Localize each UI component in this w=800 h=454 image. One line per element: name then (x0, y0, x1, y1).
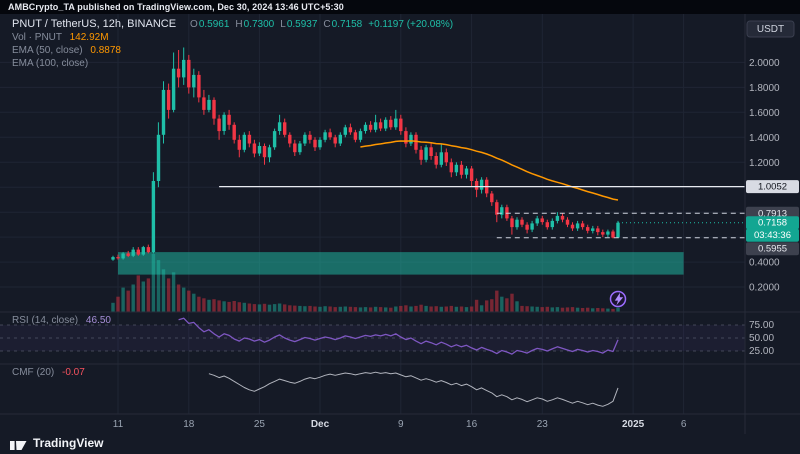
close-value: 0.7158 (331, 19, 363, 30)
volume-legend[interactable]: Vol · PNUT 142.92M (12, 32, 109, 43)
tradingview-wordmark: TradingView (33, 436, 104, 450)
volume-label: Vol · PNUT (12, 32, 62, 43)
open-value: 0.5961 (198, 19, 230, 30)
price-tick-label: 1.4000 (749, 133, 780, 144)
rsi-value: 46.50 (85, 315, 111, 326)
pane-separators (0, 14, 800, 434)
price-badge[interactable] (746, 228, 799, 242)
cmf-value: -0.07 (62, 367, 85, 378)
volume-value: 142.92M (69, 32, 109, 43)
price-levels (219, 186, 745, 239)
price-tick-label: 1.2000 (749, 158, 780, 169)
cmf-label: CMF (20) (12, 367, 55, 378)
symbol-title: PNUT / TetherUS, 12h, BINANCE (12, 18, 177, 30)
price-badge-label: 03:43:36 (754, 230, 791, 241)
low-label: L (280, 19, 286, 30)
cmf-legend[interactable]: CMF (20) -0.07 (12, 367, 85, 378)
time-tick-label: 16 (466, 419, 478, 430)
time-tick-label: 25 (254, 419, 266, 430)
currency-label: USDT (757, 24, 784, 35)
price-badge-label: 1.0052 (758, 182, 787, 193)
price-tick-label: 2.0000 (749, 58, 780, 69)
highlight-zone (118, 252, 684, 275)
rsi-tick-label: 50.00 (749, 333, 774, 344)
ema50-value: 0.8878 (90, 45, 121, 56)
price-badge-label: 0.5955 (758, 244, 787, 255)
ema-line (360, 140, 619, 201)
price-badge[interactable] (746, 180, 799, 194)
price-badge[interactable] (746, 216, 799, 230)
rsi-label: RSI (14, close) (12, 315, 79, 326)
candles-layer (111, 47, 620, 261)
high-label: H (235, 19, 243, 30)
close-label: C (323, 19, 331, 30)
time-tick-label: 18 (183, 419, 195, 430)
price-badge-label: 0.7158 (758, 218, 787, 229)
high-value: 0.7300 (243, 19, 275, 30)
grid-layer (0, 14, 745, 414)
symbol-legend[interactable]: PNUT / TetherUS, 12h, BINANCE O0.5961 H0.7… (12, 18, 453, 30)
time-tick-label: 2025 (622, 419, 645, 430)
rsi-tick-label: 25.00 (749, 346, 774, 357)
volume-layer (111, 254, 620, 312)
time-tick-label: 23 (537, 419, 549, 430)
change-value: +0.1197 (+20.08%) (368, 19, 454, 30)
price-tick-label: 1.8000 (749, 83, 780, 94)
low-value: 0.5937 (286, 19, 318, 30)
lightning-badge-icon[interactable] (609, 290, 627, 308)
price-badge-label: 0.7913 (758, 208, 787, 219)
credit-text: AMBCrypto_TA published on TradingView.co… (8, 2, 344, 12)
time-tick-label: 6 (681, 419, 687, 430)
ema100-legend[interactable]: EMA (100, close) (12, 58, 93, 69)
credit-bar: AMBCrypto_TA published on TradingView.co… (0, 0, 800, 14)
time-tick-label: 11 (113, 419, 124, 430)
ema50-legend[interactable]: EMA (50, close) 0.8878 (12, 45, 121, 56)
price-tick-label: 1.6000 (749, 108, 780, 119)
rsi-legend[interactable]: RSI (14, close) 46.50 (12, 315, 111, 326)
price-tick-label: 0.2000 (749, 283, 780, 294)
rsi-tick-label: 75.00 (749, 320, 774, 331)
currency-button[interactable] (746, 20, 795, 38)
time-tick-label: Dec (311, 419, 330, 430)
open-label: O (190, 19, 198, 30)
ema100-label: EMA (100, close) (12, 58, 89, 69)
axis-labels[interactable]: USDT 2.0000 1.8000 1.6000 1.4000 1.2000 0.4000… (113, 20, 799, 430)
indicator-lines (178, 317, 619, 407)
price-tick-label: 0.4000 (749, 258, 780, 269)
price-badge[interactable] (746, 242, 799, 256)
tradingview-branding[interactable]: TradingView (10, 436, 103, 450)
tradingview-logo-icon (10, 441, 27, 450)
ema50-label: EMA (50, close) (12, 45, 83, 56)
time-tick-label: 9 (398, 419, 404, 430)
